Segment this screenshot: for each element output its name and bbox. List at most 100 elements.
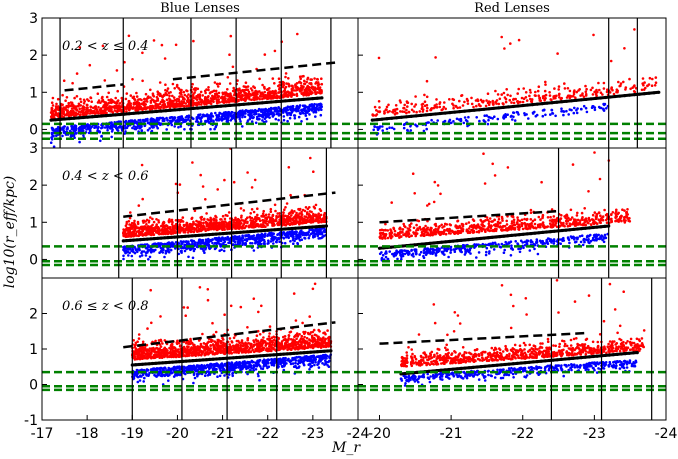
data-point — [118, 102, 122, 105]
data-point — [240, 216, 243, 219]
data-point — [159, 242, 163, 246]
data-point — [521, 100, 525, 104]
data-point — [263, 85, 266, 89]
data-point — [285, 110, 288, 113]
data-point — [513, 119, 517, 122]
data-point — [61, 126, 64, 129]
data-point — [173, 225, 177, 229]
median-trend-line — [372, 90, 659, 122]
data-point — [572, 92, 576, 96]
data-point — [232, 220, 236, 224]
data-point — [163, 227, 167, 231]
data-point — [278, 221, 281, 224]
data-point — [289, 222, 292, 226]
data-point — [541, 114, 545, 118]
data-point — [225, 222, 229, 226]
data-point — [405, 108, 408, 112]
data-point — [188, 225, 191, 229]
data-point — [99, 139, 102, 143]
data-point — [502, 91, 506, 95]
data-point — [54, 129, 57, 132]
data-point — [595, 94, 598, 97]
data-point — [392, 127, 396, 131]
data-point — [234, 216, 237, 220]
data-point — [229, 100, 232, 103]
data-point — [143, 100, 146, 104]
data-point — [223, 178, 226, 182]
data-point — [591, 86, 594, 90]
data-point — [283, 241, 287, 245]
data-point — [218, 249, 221, 252]
data-point — [312, 219, 315, 223]
data-point — [310, 103, 314, 106]
data-point — [106, 124, 110, 128]
data-point — [568, 241, 571, 245]
data-point — [174, 219, 178, 222]
data-point — [138, 230, 142, 234]
data-point — [590, 106, 594, 109]
data-point — [70, 107, 74, 110]
data-point — [263, 235, 266, 238]
data-point — [208, 246, 211, 250]
data-point — [602, 81, 606, 85]
data-point — [234, 221, 238, 225]
data-point — [425, 79, 429, 83]
data-point — [195, 95, 198, 98]
data-point — [140, 163, 144, 167]
data-point — [268, 93, 271, 97]
data-point — [211, 115, 215, 118]
data-point — [200, 103, 203, 106]
data-point — [641, 77, 645, 80]
data-point — [154, 242, 158, 246]
data-point — [506, 93, 510, 97]
data-point — [133, 97, 136, 101]
data-point — [312, 212, 315, 216]
data-point — [287, 77, 290, 80]
data-point — [125, 222, 128, 226]
data-point — [632, 85, 636, 88]
data-point — [170, 232, 173, 235]
data-point — [282, 118, 286, 122]
data-point — [132, 250, 135, 254]
data-point — [123, 132, 126, 135]
data-point — [161, 251, 165, 254]
data-point — [228, 53, 231, 56]
data-point — [115, 127, 118, 130]
data-point — [249, 87, 253, 90]
data-point — [252, 96, 255, 100]
data-point — [78, 113, 82, 116]
data-point — [550, 241, 553, 244]
data-point — [204, 227, 207, 231]
data-point — [462, 121, 466, 125]
data-point — [156, 229, 160, 232]
data-point — [75, 105, 78, 108]
data-point — [100, 111, 104, 114]
data-point — [316, 77, 319, 81]
data-point — [226, 214, 229, 217]
data-point — [272, 242, 275, 245]
data-point — [116, 107, 119, 110]
data-point — [533, 247, 536, 251]
data-point — [265, 108, 269, 112]
data-point — [192, 230, 196, 234]
data-point — [192, 88, 196, 91]
data-point — [246, 94, 249, 98]
data-point — [204, 198, 207, 201]
data-point — [565, 109, 568, 113]
data-point — [537, 94, 540, 97]
data-point — [177, 118, 181, 122]
data-point — [144, 251, 148, 254]
data-point — [511, 248, 514, 251]
data-point — [602, 240, 606, 244]
data-point — [192, 96, 196, 99]
data-point — [248, 110, 252, 113]
data-point — [147, 232, 150, 236]
data-point — [213, 247, 217, 251]
data-point — [375, 126, 379, 129]
panel-r1-c1 — [357, 147, 667, 279]
data-point — [207, 101, 211, 105]
data-point — [258, 217, 261, 220]
data-point — [101, 98, 105, 102]
data-point — [536, 252, 540, 256]
data-point — [189, 248, 192, 252]
